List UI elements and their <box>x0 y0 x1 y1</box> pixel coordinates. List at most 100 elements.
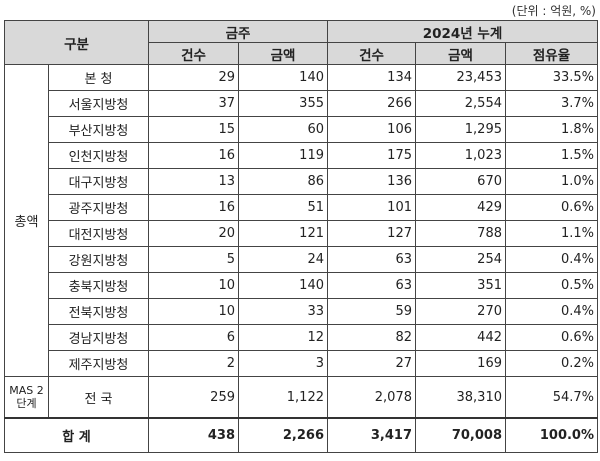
cell-w-amount: 60 <box>238 116 328 143</box>
table-row: 대전지방청 20 121 127 788 1.1% <box>5 220 599 247</box>
cell-w-count: 15 <box>148 116 239 143</box>
cell-c-count: 101 <box>327 194 416 221</box>
office-name: 대구지방청 <box>48 168 149 195</box>
cell-c-count: 59 <box>327 298 416 325</box>
cell-c-amount: 1,023 <box>415 142 506 169</box>
cell-w-count: 16 <box>148 142 239 169</box>
cell-c-count: 2,078 <box>327 376 416 419</box>
group-total-label: 총액 <box>4 64 49 377</box>
cell-share: 3.7% <box>504 90 599 117</box>
cell-c-count: 106 <box>327 116 416 143</box>
cell-c-count: 63 <box>327 246 416 273</box>
cell-c-amount: 429 <box>415 194 506 221</box>
cell-w-count: 10 <box>148 298 239 325</box>
cell-c-count: 127 <box>327 220 416 247</box>
cell-w-amount: 86 <box>238 168 328 195</box>
cell-w-count: 438 <box>148 417 239 453</box>
office-name: 강원지방청 <box>48 246 149 273</box>
cell-c-amount: 270 <box>415 298 506 325</box>
cell-c-count: 175 <box>327 142 416 169</box>
table-row: 제주지방청 2 3 27 169 0.2% <box>5 350 599 377</box>
header-share: 점유율 <box>504 42 599 65</box>
header-week-amount: 금액 <box>238 42 328 65</box>
cell-c-count: 3,417 <box>327 417 416 453</box>
office-name: 대전지방청 <box>48 220 149 247</box>
cell-w-amount: 51 <box>238 194 328 221</box>
table-row: 인천지방청 16 119 175 1,023 1.5% <box>5 142 599 169</box>
cell-w-amount: 119 <box>238 142 328 169</box>
cell-share: 0.5% <box>504 272 599 299</box>
office-name: 전북지방청 <box>48 298 149 325</box>
table-row: 부산지방청 15 60 106 1,295 1.8% <box>5 116 599 143</box>
cell-c-count: 27 <box>327 350 416 377</box>
table-row: 강원지방청 5 24 63 254 0.4% <box>5 246 599 273</box>
cell-w-count: 37 <box>148 90 239 117</box>
cell-c-amount: 788 <box>415 220 506 247</box>
cell-c-count: 134 <box>327 64 416 91</box>
office-name: 전 국 <box>48 376 149 419</box>
cell-share: 0.6% <box>504 324 599 351</box>
cell-share: 0.6% <box>504 194 599 221</box>
cell-share: 100.0% <box>504 417 599 453</box>
cell-c-count: 82 <box>327 324 416 351</box>
table-row: 충북지방청 10 140 63 351 0.5% <box>5 272 599 299</box>
cell-c-count: 266 <box>327 90 416 117</box>
table-row: 총액 본 청 29 140 134 23,453 33.5% <box>4 64 599 377</box>
group-mas-label: MAS 2단계 <box>4 376 49 419</box>
cell-c-amount: 38,310 <box>415 376 506 419</box>
cell-w-amount: 24 <box>238 246 328 273</box>
header-cum-amount: 금액 <box>415 42 506 65</box>
cell-w-amount: 1,122 <box>238 376 328 419</box>
cell-w-amount: 355 <box>238 90 328 117</box>
header-cum-count: 건수 <box>327 42 416 65</box>
table-row: 경남지방청 6 12 82 442 0.6% <box>5 324 599 351</box>
cell-w-count: 16 <box>148 194 239 221</box>
cell-w-amount: 3 <box>238 350 328 377</box>
office-name: 서울지방청 <box>48 90 149 117</box>
cell-c-amount: 70,008 <box>415 417 506 453</box>
cell-w-amount: 140 <box>238 272 328 299</box>
unit-note: (단위 : 억원, %) <box>511 4 596 18</box>
cell-w-count: 2 <box>148 350 239 377</box>
cell-w-amount: 2,266 <box>238 417 328 453</box>
cell-c-amount: 351 <box>415 272 506 299</box>
office-name: 본 청 <box>48 64 149 91</box>
table-row: MAS 2단계 전 국 259 1,122 2,078 38,310 54.7% <box>4 376 599 419</box>
procurement-table: 구분 금주 2024년 누계 건수 금액 건수 금액 점유율 총액 본 청 29 14… <box>4 20 599 453</box>
office-name: 부산지방청 <box>48 116 149 143</box>
cell-share: 0.2% <box>504 350 599 377</box>
cell-c-amount: 23,453 <box>415 64 506 91</box>
cell-share: 1.8% <box>504 116 599 143</box>
cell-c-amount: 670 <box>415 168 506 195</box>
cell-c-amount: 2,554 <box>415 90 506 117</box>
cell-c-amount: 1,295 <box>415 116 506 143</box>
header-this-week: 금주 <box>148 20 328 43</box>
cell-w-count: 259 <box>148 376 239 419</box>
cell-share: 1.0% <box>504 168 599 195</box>
table-row: 서울지방청 37 355 266 2,554 3.7% <box>5 90 599 117</box>
cell-w-count: 29 <box>148 64 239 91</box>
table-row: 광주지방청 16 51 101 429 0.6% <box>5 194 599 221</box>
cell-c-count: 136 <box>327 168 416 195</box>
cell-w-count: 5 <box>148 246 239 273</box>
total-label: 합 계 <box>4 417 149 453</box>
cell-c-amount: 169 <box>415 350 506 377</box>
cell-c-amount: 442 <box>415 324 506 351</box>
cell-share: 0.4% <box>504 298 599 325</box>
cell-w-amount: 12 <box>238 324 328 351</box>
cell-w-count: 20 <box>148 220 239 247</box>
cell-share: 54.7% <box>504 376 599 419</box>
office-name: 인천지방청 <box>48 142 149 169</box>
office-name: 충북지방청 <box>48 272 149 299</box>
office-name: 경남지방청 <box>48 324 149 351</box>
cell-share: 1.5% <box>504 142 599 169</box>
cell-w-amount: 121 <box>238 220 328 247</box>
header-cumulative: 2024년 누계 <box>326 20 599 43</box>
table-row: 대구지방청 13 86 136 670 1.0% <box>5 168 599 195</box>
cell-share: 1.1% <box>504 220 599 247</box>
header-week-count: 건수 <box>148 42 239 65</box>
cell-c-count: 63 <box>327 272 416 299</box>
cell-share: 33.5% <box>504 64 599 91</box>
cell-w-amount: 140 <box>238 64 328 91</box>
cell-w-count: 6 <box>148 324 239 351</box>
